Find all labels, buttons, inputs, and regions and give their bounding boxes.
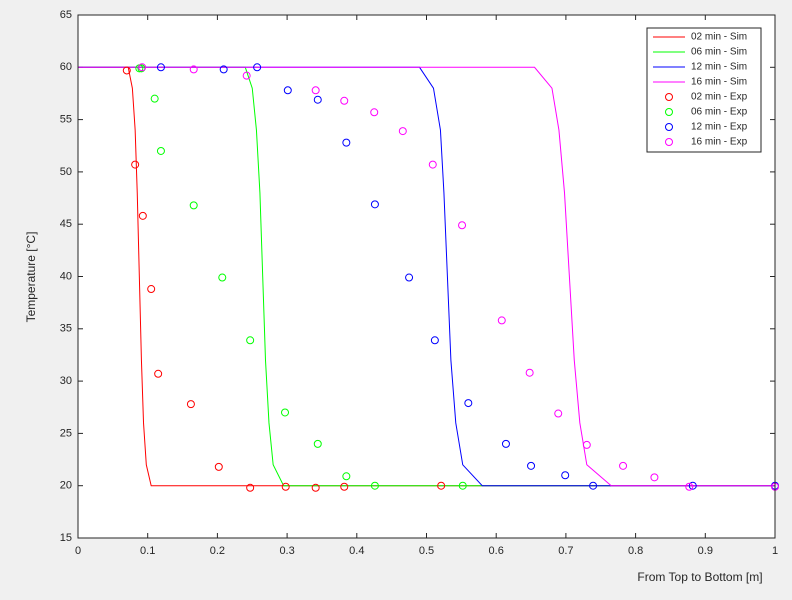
exp-marker <box>214 462 223 471</box>
x-tick-label: 0.1 <box>140 545 155 557</box>
y-tick-label: 30 <box>60 375 72 387</box>
exp-marker <box>340 96 349 105</box>
x-tick-label: 1 <box>772 545 778 557</box>
exp-marker <box>430 336 439 345</box>
exp-marker <box>437 481 446 490</box>
exp-marker <box>313 439 322 448</box>
x-axis-label: From Top to Bottom [m] <box>637 570 762 584</box>
exp-marker <box>154 369 163 378</box>
exp-marker <box>370 481 379 490</box>
x-tick-label: 0.7 <box>558 545 573 557</box>
exp-marker <box>685 482 694 491</box>
exp-marker <box>370 108 379 117</box>
exp-marker <box>561 471 570 480</box>
exp-marker <box>311 86 320 95</box>
exp-marker <box>147 285 156 294</box>
exp-marker <box>189 201 198 210</box>
exp-marker <box>281 482 290 491</box>
exp-marker <box>253 63 262 72</box>
sim-line <box>78 66 775 487</box>
sim-line <box>78 66 775 487</box>
legend-swatch <box>665 108 673 116</box>
y-tick-label: 60 <box>60 61 72 73</box>
legend-label: 06 min - Exp <box>691 107 748 118</box>
exp-marker <box>283 86 292 95</box>
exp-marker <box>405 273 414 282</box>
x-tick-label: 0.3 <box>279 545 294 557</box>
legend-label: 16 min - Sim <box>691 77 747 88</box>
exp-marker <box>340 482 349 491</box>
exp-marker <box>370 200 379 209</box>
legend-label: 12 min - Sim <box>691 62 747 73</box>
y-tick-label: 15 <box>60 532 72 544</box>
legend-swatch <box>665 138 673 146</box>
exp-marker <box>589 481 598 490</box>
exp-marker <box>398 127 407 136</box>
exp-marker <box>464 399 473 408</box>
exp-marker <box>501 439 510 448</box>
x-tick-label: 0.8 <box>628 545 643 557</box>
exp-marker <box>218 273 227 282</box>
exp-marker <box>281 408 290 417</box>
exp-marker <box>219 65 228 74</box>
exp-marker <box>342 138 351 147</box>
exp-marker <box>242 71 251 80</box>
y-axis-label: Temperature [°C] <box>24 232 38 323</box>
exp-marker <box>138 211 147 220</box>
y-tick-label: 40 <box>60 270 72 282</box>
sim-line <box>78 66 775 487</box>
legend-label: 02 min - Sim <box>691 32 747 43</box>
exp-marker <box>497 316 506 325</box>
legend-box <box>646 27 762 153</box>
exp-marker <box>458 481 467 490</box>
exp-marker <box>458 221 467 230</box>
exp-marker <box>525 368 534 377</box>
exp-marker <box>246 336 255 345</box>
legend-label: 06 min - Sim <box>691 47 747 58</box>
exp-marker <box>131 160 140 169</box>
exp-marker <box>186 400 195 409</box>
legend-swatch <box>665 123 673 131</box>
axes-box <box>77 14 776 539</box>
legend-label: 12 min - Exp <box>691 122 748 133</box>
exp-marker <box>527 461 536 470</box>
exp-marker <box>150 94 159 103</box>
y-tick-label: 25 <box>60 427 72 439</box>
y-tick-label: 50 <box>60 166 72 178</box>
exp-marker <box>246 483 255 492</box>
exp-marker <box>313 95 322 104</box>
exp-marker <box>582 440 591 449</box>
x-tick-label: 0.2 <box>210 545 225 557</box>
x-tick-label: 0.9 <box>698 545 713 557</box>
legend-swatch <box>665 93 673 101</box>
y-tick-label: 65 <box>60 9 72 21</box>
exp-marker <box>138 63 147 72</box>
x-tick-label: 0.6 <box>489 545 504 557</box>
exp-marker <box>688 481 697 490</box>
exp-marker <box>554 409 563 418</box>
legend-label: 16 min - Exp <box>691 137 748 148</box>
legend-label: 02 min - Exp <box>691 92 748 103</box>
exp-marker <box>342 472 351 481</box>
y-tick-label: 45 <box>60 218 72 230</box>
exp-marker <box>311 483 320 492</box>
exp-marker <box>156 146 165 155</box>
exp-marker <box>619 461 628 470</box>
exp-marker <box>189 65 198 74</box>
y-tick-label: 35 <box>60 323 72 335</box>
x-tick-label: 0 <box>75 545 81 557</box>
exp-marker <box>428 160 437 169</box>
exp-marker <box>156 63 165 72</box>
exp-marker <box>137 64 146 73</box>
exp-marker <box>650 473 659 482</box>
exp-marker <box>122 66 131 75</box>
y-tick-label: 55 <box>60 114 72 126</box>
x-tick-label: 0.5 <box>419 545 434 557</box>
x-tick-label: 0.4 <box>349 545 364 557</box>
sim-line <box>78 66 775 487</box>
y-tick-label: 20 <box>60 480 72 492</box>
